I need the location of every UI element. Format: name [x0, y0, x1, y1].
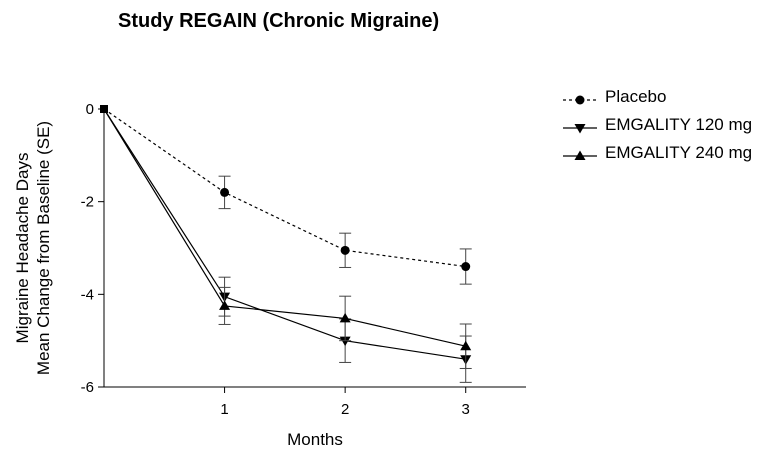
x-axis-label: Months: [287, 430, 343, 449]
legend-marker: [574, 124, 586, 134]
series-line: [103, 108, 466, 268]
data-point: [339, 336, 351, 347]
x-tick-label: 1: [220, 401, 228, 418]
data-point: [461, 262, 471, 272]
y-tick-label: 0: [86, 101, 94, 118]
legend-marker: [575, 95, 585, 105]
series-2: [100, 105, 472, 369]
y-axis-ticks: 0 -2 -4 -6: [81, 101, 104, 396]
legend-marker: [574, 150, 586, 160]
series-1: [100, 105, 472, 383]
data-point: [220, 187, 230, 197]
series-layer: [100, 105, 472, 383]
series-line: [103, 108, 466, 347]
legend-item: EMGALITY 240 mg: [563, 143, 752, 162]
legend-label: Placebo: [605, 87, 666, 106]
legend-item: Placebo: [563, 87, 666, 106]
y-tick-label: -6: [81, 379, 94, 396]
x-tick-label: 2: [341, 401, 349, 418]
legend: Placebo EMGALITY 120 mg EMGALITY 240 mg: [563, 87, 752, 162]
y-axis-label-line-2: Mean Change from Baseline (SE): [34, 121, 53, 375]
legend-label: EMGALITY 240 mg: [605, 143, 752, 162]
y-tick-label: -2: [81, 194, 94, 211]
legend-label: EMGALITY 120 mg: [605, 115, 752, 134]
series-line: [103, 108, 466, 360]
data-point: [340, 245, 350, 255]
y-tick-label: -4: [81, 286, 94, 303]
data-point: [219, 300, 231, 310]
chart-title: Study REGAIN (Chronic Migraine): [118, 10, 440, 32]
data-point: [100, 105, 108, 113]
x-tick-label: 3: [462, 401, 470, 418]
y-axis-label-line-1: Migraine Headache Days: [13, 153, 32, 344]
data-point: [460, 340, 472, 351]
legend-item: EMGALITY 120 mg: [563, 115, 752, 134]
x-axis-ticks: 1 2 3: [220, 387, 470, 418]
data-point: [339, 312, 351, 323]
